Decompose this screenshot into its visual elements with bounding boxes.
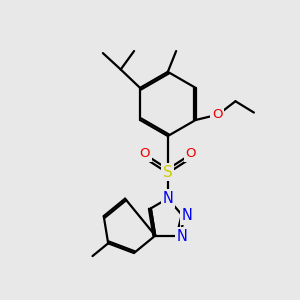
Text: S: S [163, 165, 173, 180]
Text: N: N [182, 208, 193, 223]
Text: N: N [162, 191, 173, 206]
Text: N: N [177, 229, 188, 244]
Text: O: O [212, 108, 222, 121]
Text: O: O [140, 147, 150, 161]
Text: O: O [185, 147, 196, 161]
